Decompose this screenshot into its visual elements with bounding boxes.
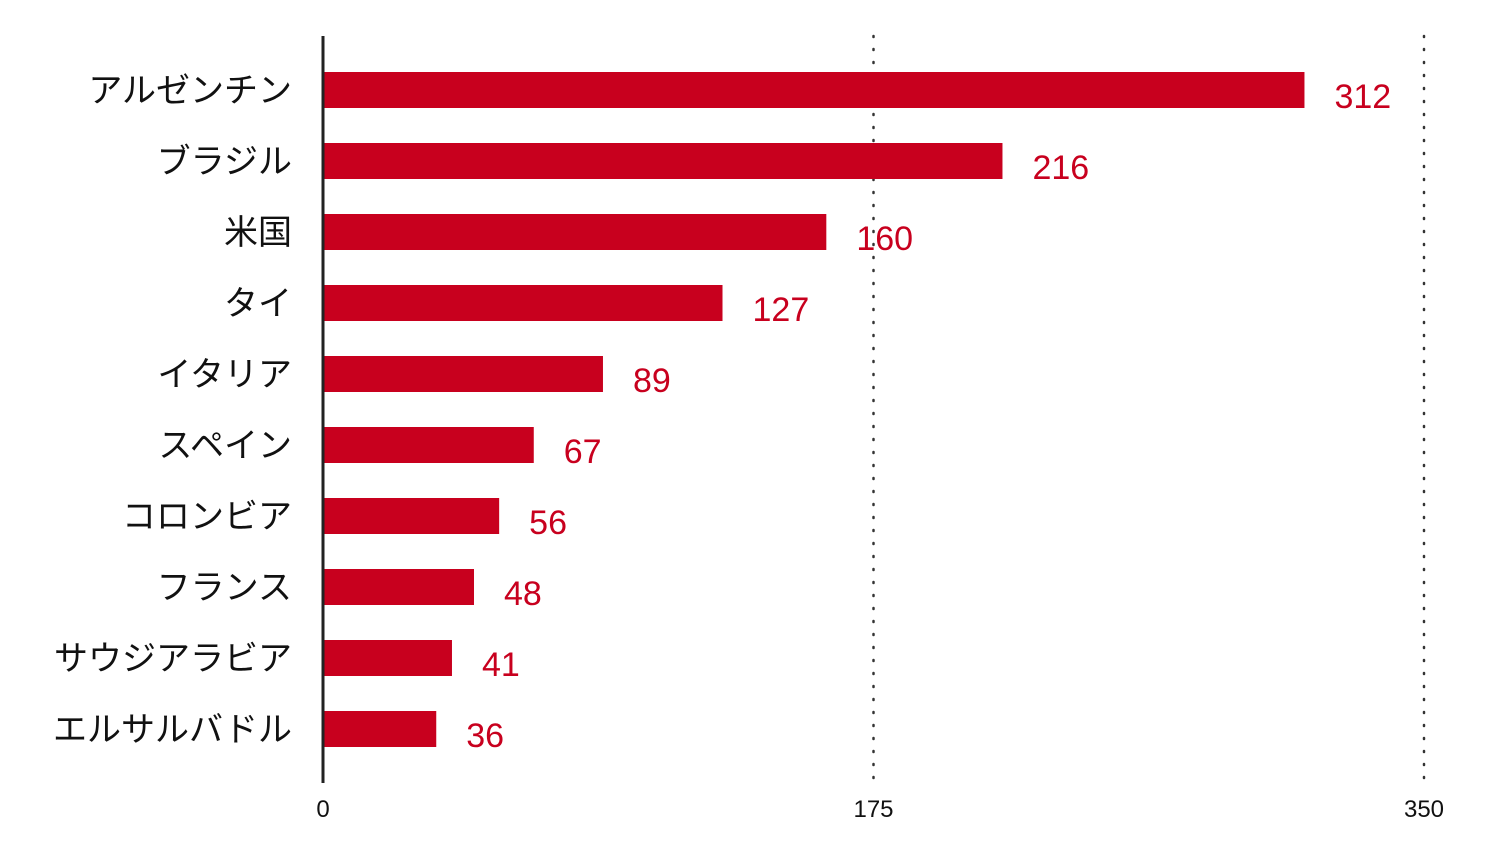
category-label-4: イタリア xyxy=(157,355,292,395)
x-tick-label-0: 0 xyxy=(316,796,329,823)
value-label-7: 48 xyxy=(504,575,542,613)
value-label-2: 160 xyxy=(856,220,913,258)
bar-1 xyxy=(323,143,1003,179)
bar-8 xyxy=(323,640,452,676)
bars xyxy=(323,72,1305,747)
value-label-4: 89 xyxy=(633,362,671,400)
bar-2 xyxy=(323,214,827,250)
category-label-6: コロンビア xyxy=(122,497,292,537)
bar-3 xyxy=(323,285,723,321)
x-tick-labels: 0 175 350 xyxy=(316,796,1444,823)
value-labels: 312 216 160 127 89 67 56 48 41 36 xyxy=(466,78,1391,755)
value-label-1: 216 xyxy=(1032,149,1089,187)
bar-0 xyxy=(323,72,1305,108)
category-label-9: エルサルバドル xyxy=(53,710,292,750)
category-label-1: ブラジル xyxy=(157,142,292,182)
value-label-9: 36 xyxy=(466,717,504,755)
category-label-0: アルゼンチン xyxy=(88,71,292,111)
bar-5 xyxy=(323,427,534,463)
category-labels: アルゼンチンブラジル米国タイイタリアスペインコロンビアフランスサウジアラビアエル… xyxy=(53,71,292,750)
bar-6 xyxy=(323,498,500,534)
value-label-0: 312 xyxy=(1334,78,1391,116)
bar-4 xyxy=(323,356,603,392)
value-label-6: 56 xyxy=(529,504,567,542)
value-label-8: 41 xyxy=(482,646,520,684)
x-tick-label-175: 175 xyxy=(853,796,893,823)
value-label-3: 127 xyxy=(753,291,810,329)
category-label-2: 米国 xyxy=(224,213,292,253)
category-label-7: フランス xyxy=(157,568,292,608)
category-label-5: スペイン xyxy=(158,426,292,466)
x-tick-label-350: 350 xyxy=(1404,796,1444,823)
value-label-5: 67 xyxy=(564,433,602,471)
category-label-3: タイ xyxy=(224,284,292,324)
bar-9 xyxy=(323,711,437,747)
bar-7 xyxy=(323,569,474,605)
category-label-8: サウジアラビア xyxy=(54,639,292,679)
